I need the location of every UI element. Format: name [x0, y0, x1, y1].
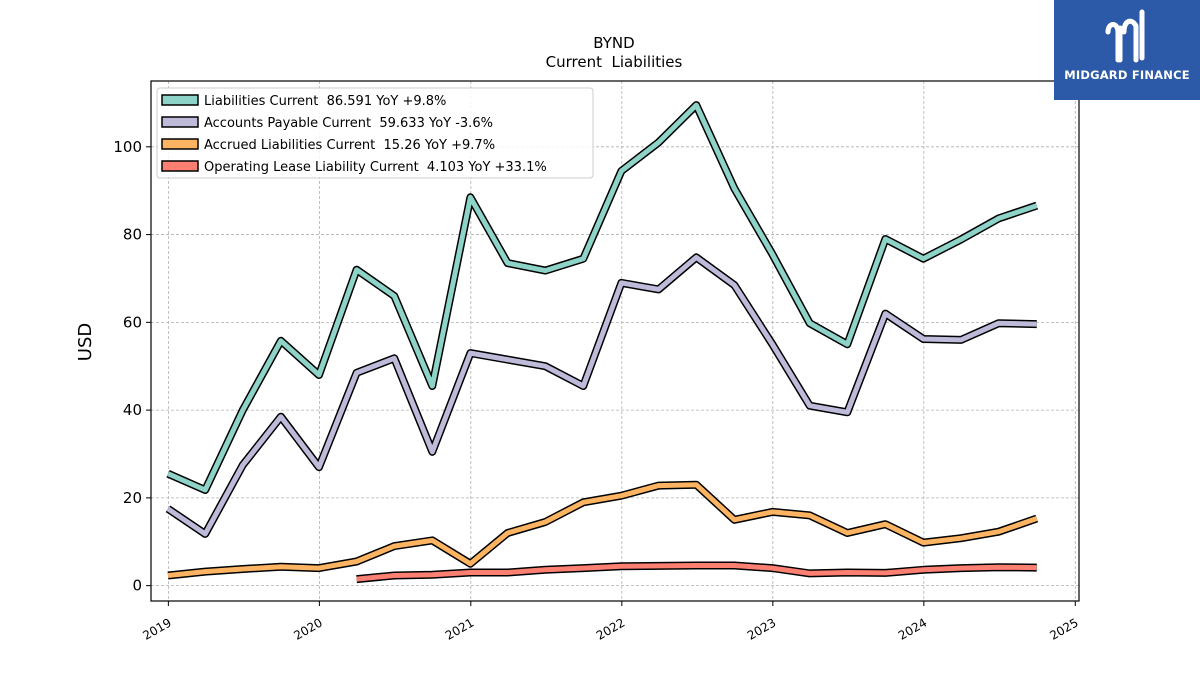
series-line-2 [166, 254, 1037, 537]
y-tick-label: 0 [132, 577, 142, 595]
brand-logo: MIDGARD FINANCE [1054, 0, 1200, 100]
y-tick-label: 60 [123, 313, 142, 331]
midgard-logo-icon [1105, 9, 1145, 63]
legend-label-1: Liabilities Current 86.591 YoY +9.8% [204, 94, 446, 109]
y-axis-label: USD [75, 323, 96, 361]
logo-text: MIDGARD FINANCE [1064, 68, 1190, 82]
series-layer [165, 101, 1039, 584]
x-tick-label: 2019 [140, 615, 173, 642]
legend-swatch-1 [161, 94, 199, 106]
series-line-4 [356, 563, 1037, 582]
x-tick-label: 2022 [594, 615, 627, 642]
legend-label-3: Accrued Liabilities Current 15.26 YoY +9… [204, 138, 495, 153]
legend-label-2: Accounts Payable Current 59.633 YoY -3.6… [204, 116, 493, 131]
y-tick-label: 40 [123, 401, 142, 419]
series-outline-2 [165, 253, 1037, 538]
y-tick-label: 20 [123, 489, 142, 507]
legend-swatch-4 [161, 160, 199, 172]
series-line-1 [166, 102, 1038, 493]
x-tick-label: 2024 [896, 615, 929, 642]
x-tick-label: 2020 [291, 615, 324, 642]
plot-frame [150, 80, 1080, 602]
x-tick-label: 2023 [745, 615, 778, 642]
x-tick-label: 2025 [1047, 615, 1080, 642]
series-line-3 [167, 482, 1038, 578]
y-tick-label: 100 [113, 138, 142, 156]
legend-label-4: Operating Lease Liability Current 4.103 … [204, 160, 547, 175]
legend: Liabilities Current 86.591 YoY +9.8% Acco… [156, 87, 594, 179]
legend-box [156, 87, 594, 179]
chart-title: BYND [593, 34, 634, 52]
x-tick-label: 2021 [443, 615, 476, 642]
chart-subtitle: Current Liabilities [546, 53, 683, 71]
y-tick-label: 80 [123, 226, 142, 244]
legend-swatch-2 [161, 116, 199, 128]
legend-swatch-3 [161, 138, 199, 150]
